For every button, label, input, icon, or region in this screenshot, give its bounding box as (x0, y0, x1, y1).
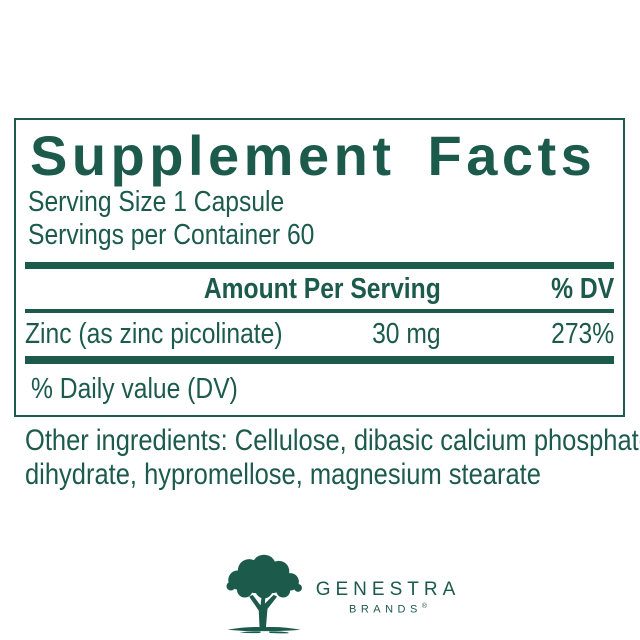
brand-text: GENESTRA BRANDS® (316, 580, 461, 616)
nutrient-amount: 30 mg (372, 318, 441, 350)
serving-size-line: Serving Size 1 Capsule (28, 186, 614, 219)
nutrient-amount-cell: 30 mg (325, 318, 441, 351)
other-ingredients-line-2: dihydrate, hypromellose, magnesium stear… (25, 458, 541, 491)
supplement-facts-panel: Supplement Facts Serving Size 1 Capsule … (14, 118, 625, 417)
tree-icon (226, 554, 302, 634)
nutrient-dv: 273% (550, 318, 614, 350)
other-ingredients: Other ingredients: Cellulose, dibasic ca… (25, 424, 640, 492)
nutrient-dv-cell: 273% (441, 318, 614, 351)
amount-per-serving-header-cell: Amount Per Serving (25, 273, 441, 306)
panel-title: Supplement Facts (30, 124, 597, 187)
serving-size-text: Serving Size 1 Capsule (28, 186, 285, 218)
dv-footnote: % Daily value (DV) (31, 371, 614, 407)
registered-mark: ® (421, 603, 427, 610)
brand-logo: GENESTRA BRANDS® (20, 553, 640, 635)
servings-per-container-text: Servings per Container 60 (28, 219, 315, 251)
divider-thick-bottom (25, 356, 614, 364)
servings-per-container-line: Servings per Container 60 (28, 219, 614, 252)
percent-dv-header: % DV (550, 272, 614, 305)
divider-thick-top (25, 262, 614, 269)
brand-sub: BRANDS® (316, 603, 461, 616)
amount-per-serving-header: Amount Per Serving (204, 272, 441, 305)
table-row: Zinc (as zinc picolinate) 30 mg 273% (25, 313, 614, 356)
other-ingredients-line-1: Other ingredients: Cellulose, dibasic ca… (25, 424, 640, 457)
nutrient-name: Zinc (as zinc picolinate) (25, 318, 283, 350)
divider-double-rule (25, 309, 614, 313)
percent-dv-header-cell: % DV (441, 273, 614, 306)
brand-sub-text: BRANDS (348, 603, 422, 616)
brand-name: GENESTRA (315, 579, 461, 600)
table-header-row: Amount Per Serving % DV (25, 269, 614, 309)
nutrient-name-cell: Zinc (as zinc picolinate) (25, 318, 325, 351)
dv-footnote-text: % Daily value (DV) (31, 373, 238, 405)
